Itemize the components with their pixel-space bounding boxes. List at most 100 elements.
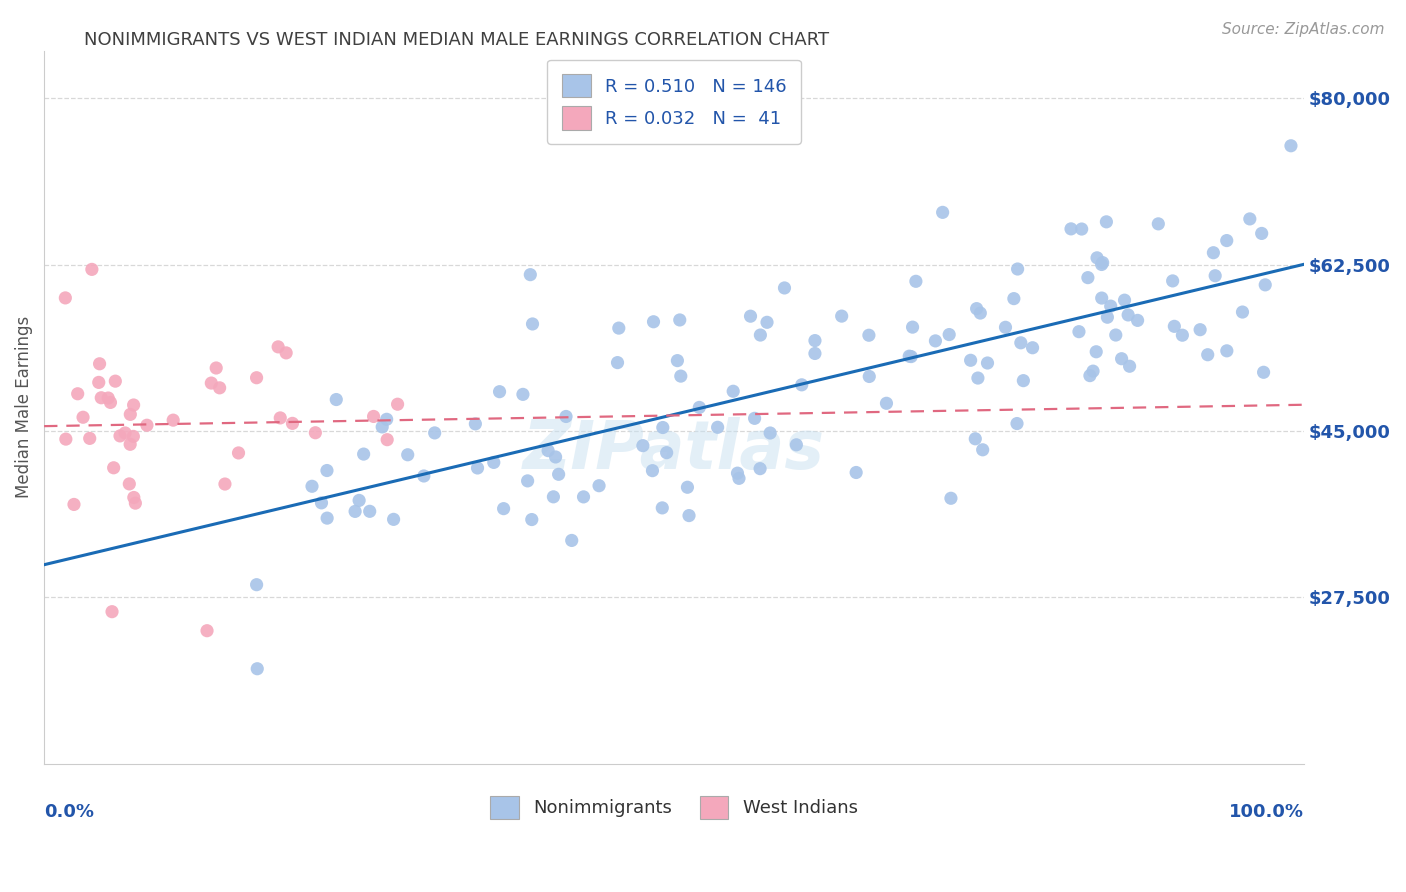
Point bbox=[900, 350, 922, 364]
Point bbox=[1161, 274, 1184, 288]
Point bbox=[972, 442, 994, 457]
Point bbox=[101, 605, 124, 619]
Point bbox=[522, 317, 544, 331]
Point bbox=[104, 374, 127, 388]
Point bbox=[162, 413, 184, 427]
Point bbox=[959, 353, 981, 368]
Point bbox=[1105, 328, 1128, 343]
Point bbox=[301, 479, 323, 493]
Point bbox=[643, 315, 665, 329]
Point bbox=[924, 334, 946, 348]
Point bbox=[740, 309, 762, 323]
Text: ZIPatlas: ZIPatlas bbox=[523, 417, 825, 483]
Point bbox=[1250, 227, 1272, 241]
Point bbox=[311, 496, 333, 510]
Point bbox=[904, 274, 927, 288]
Point bbox=[804, 346, 827, 360]
Point bbox=[1095, 215, 1118, 229]
Point bbox=[543, 490, 565, 504]
Point bbox=[1116, 308, 1139, 322]
Point bbox=[347, 493, 370, 508]
Point bbox=[375, 433, 398, 447]
Point bbox=[669, 369, 692, 384]
Point bbox=[363, 409, 385, 424]
Point bbox=[666, 353, 689, 368]
Point bbox=[1081, 364, 1104, 378]
Point bbox=[208, 381, 231, 395]
Point bbox=[1091, 255, 1114, 269]
Point bbox=[124, 496, 146, 510]
Point bbox=[756, 315, 779, 329]
Point bbox=[492, 501, 515, 516]
Point bbox=[1163, 319, 1185, 334]
Point bbox=[412, 469, 434, 483]
Point bbox=[316, 511, 339, 525]
Point bbox=[1189, 323, 1212, 337]
Point bbox=[269, 411, 291, 425]
Point bbox=[464, 417, 486, 431]
Point bbox=[804, 334, 827, 348]
Point bbox=[1147, 217, 1170, 231]
Point bbox=[246, 662, 269, 676]
Point bbox=[482, 455, 505, 469]
Text: 0.0%: 0.0% bbox=[44, 803, 94, 821]
Point bbox=[267, 340, 290, 354]
Point bbox=[749, 328, 772, 343]
Point bbox=[1021, 341, 1043, 355]
Point bbox=[759, 425, 782, 440]
Point bbox=[89, 357, 111, 371]
Point bbox=[1085, 344, 1108, 359]
Point bbox=[641, 464, 664, 478]
Point bbox=[1171, 328, 1194, 343]
Point bbox=[1007, 262, 1029, 277]
Point bbox=[423, 425, 446, 440]
Point bbox=[1085, 251, 1108, 265]
Point bbox=[488, 384, 510, 399]
Point bbox=[72, 410, 94, 425]
Point bbox=[66, 386, 89, 401]
Point bbox=[359, 504, 381, 518]
Point bbox=[1060, 222, 1083, 236]
Point bbox=[1097, 310, 1119, 325]
Point bbox=[1067, 325, 1090, 339]
Point bbox=[606, 356, 628, 370]
Point bbox=[901, 320, 924, 334]
Point bbox=[519, 268, 541, 282]
Point bbox=[728, 471, 751, 485]
Point bbox=[1202, 245, 1225, 260]
Point bbox=[87, 376, 110, 390]
Point bbox=[561, 533, 583, 548]
Point bbox=[607, 321, 630, 335]
Point bbox=[939, 491, 962, 506]
Point bbox=[97, 391, 120, 405]
Point bbox=[969, 306, 991, 320]
Point bbox=[520, 512, 543, 526]
Point bbox=[122, 429, 145, 443]
Point bbox=[55, 432, 77, 446]
Point bbox=[790, 377, 813, 392]
Point bbox=[858, 369, 880, 384]
Point bbox=[1126, 313, 1149, 327]
Point bbox=[344, 504, 367, 518]
Point bbox=[1118, 359, 1140, 374]
Point bbox=[547, 467, 569, 482]
Point bbox=[773, 281, 796, 295]
Point bbox=[281, 417, 304, 431]
Point bbox=[120, 408, 142, 422]
Point bbox=[678, 508, 700, 523]
Point bbox=[655, 445, 678, 459]
Point bbox=[1099, 299, 1122, 313]
Point bbox=[706, 420, 728, 434]
Point bbox=[1279, 138, 1302, 153]
Point bbox=[1204, 268, 1226, 283]
Point bbox=[1114, 293, 1136, 308]
Point bbox=[1216, 343, 1239, 358]
Point bbox=[588, 479, 610, 493]
Point bbox=[316, 464, 339, 478]
Point bbox=[688, 401, 710, 415]
Point bbox=[544, 450, 567, 464]
Point bbox=[122, 398, 145, 412]
Point bbox=[749, 461, 772, 475]
Point bbox=[114, 425, 136, 440]
Text: Source: ZipAtlas.com: Source: ZipAtlas.com bbox=[1222, 22, 1385, 37]
